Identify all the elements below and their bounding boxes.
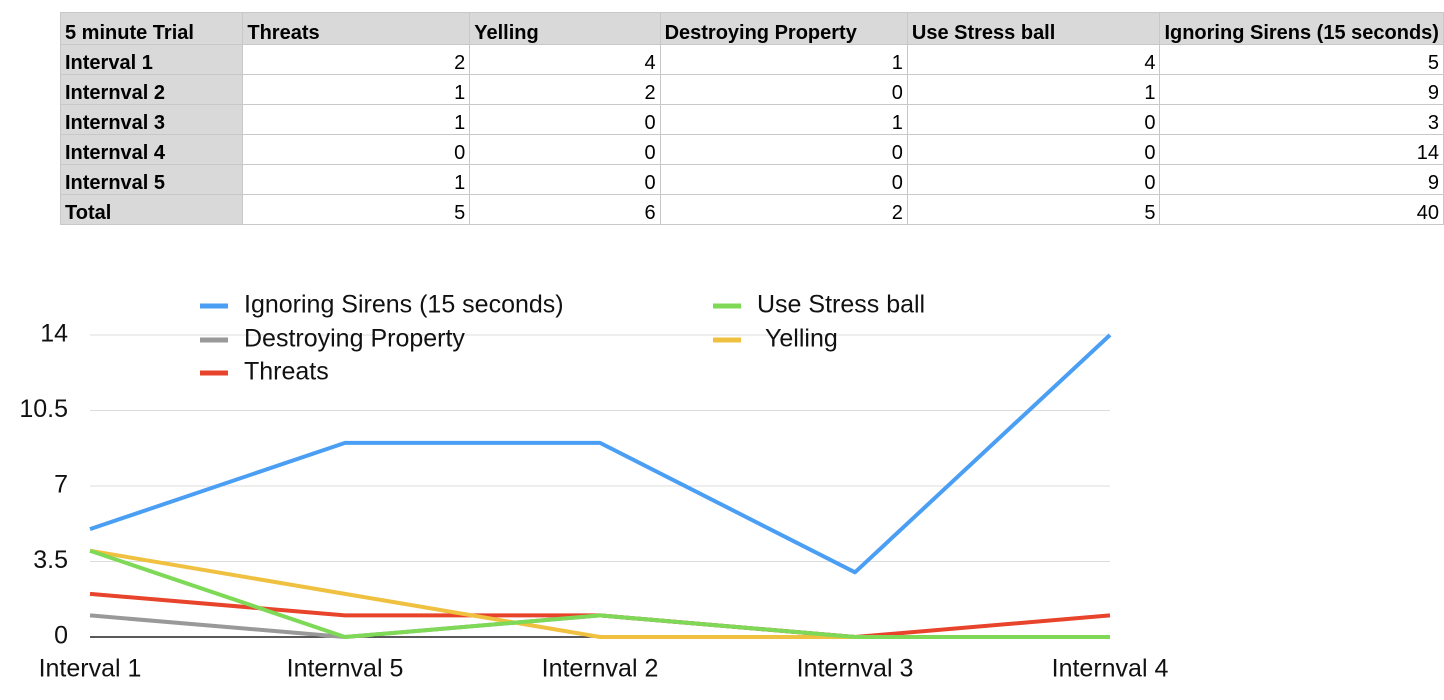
y-tick-label: 14 bbox=[40, 320, 68, 348]
x-tick-label: Internval 4 bbox=[1052, 655, 1169, 683]
row-label: Internval 5 bbox=[59, 164, 244, 195]
cell: 0 bbox=[906, 164, 1161, 195]
x-tick-label: Internval 3 bbox=[797, 655, 914, 683]
header-cell: 5 minute Trial bbox=[59, 12, 244, 45]
cell: 5 bbox=[1159, 44, 1444, 75]
y-tick-label: 7 bbox=[54, 471, 68, 499]
cell: 6 bbox=[469, 194, 661, 225]
x-tick-label: Internval 5 bbox=[287, 655, 404, 683]
cell: 1 bbox=[242, 164, 471, 195]
cell: 5 bbox=[906, 194, 1161, 225]
legend-label: Use Stress ball bbox=[757, 291, 925, 319]
header-cell: Destroying Property bbox=[659, 12, 908, 45]
data-table: 5 minute Trial Threats Yelling Destroying P… bbox=[59, 12, 1444, 225]
legend-label: Yelling bbox=[765, 325, 838, 353]
y-tick-label: 0 bbox=[54, 622, 68, 650]
row-label: Interval 1 bbox=[59, 44, 244, 75]
legend-label: Destroying Property bbox=[244, 325, 465, 353]
x-tick-label: Internval 2 bbox=[542, 655, 659, 683]
cell: 1 bbox=[906, 74, 1161, 105]
header-cell: Use Stress ball bbox=[906, 12, 1161, 45]
cell: 0 bbox=[906, 134, 1161, 165]
row-label: Internval 2 bbox=[59, 74, 244, 105]
cell: 0 bbox=[659, 74, 908, 105]
series-line bbox=[89, 548, 1110, 639]
series-line bbox=[89, 613, 1110, 639]
table-row: Internval 4 0 0 0 0 14 bbox=[59, 134, 1444, 165]
row-label: Internval 4 bbox=[59, 134, 244, 165]
cell: 14 bbox=[1159, 134, 1444, 165]
x-tick-label: Interval 1 bbox=[39, 655, 142, 683]
y-tick-label: 10.5 bbox=[19, 395, 68, 423]
series-line bbox=[89, 333, 1112, 575]
table-row: 5 minute Trial Threats Yelling Destroying P… bbox=[59, 12, 1444, 45]
table-row: Total 5 6 2 5 40 bbox=[59, 194, 1444, 225]
legend-label: Ignoring Sirens (15 seconds) bbox=[244, 291, 564, 319]
cell: 2 bbox=[469, 74, 661, 105]
cell: 4 bbox=[469, 44, 661, 75]
cell: 0 bbox=[659, 164, 908, 195]
row-label: Total bbox=[59, 194, 244, 225]
legend-label: Threats bbox=[244, 358, 329, 386]
header-cell: Ignoring Sirens (15 seconds) bbox=[1159, 12, 1444, 45]
cell: 9 bbox=[1159, 74, 1444, 105]
cell: 5 bbox=[242, 194, 471, 225]
cell: 40 bbox=[1159, 194, 1444, 225]
cell: 2 bbox=[659, 194, 908, 225]
y-tick-label: 3.5 bbox=[33, 546, 68, 574]
series-line bbox=[89, 548, 1110, 639]
